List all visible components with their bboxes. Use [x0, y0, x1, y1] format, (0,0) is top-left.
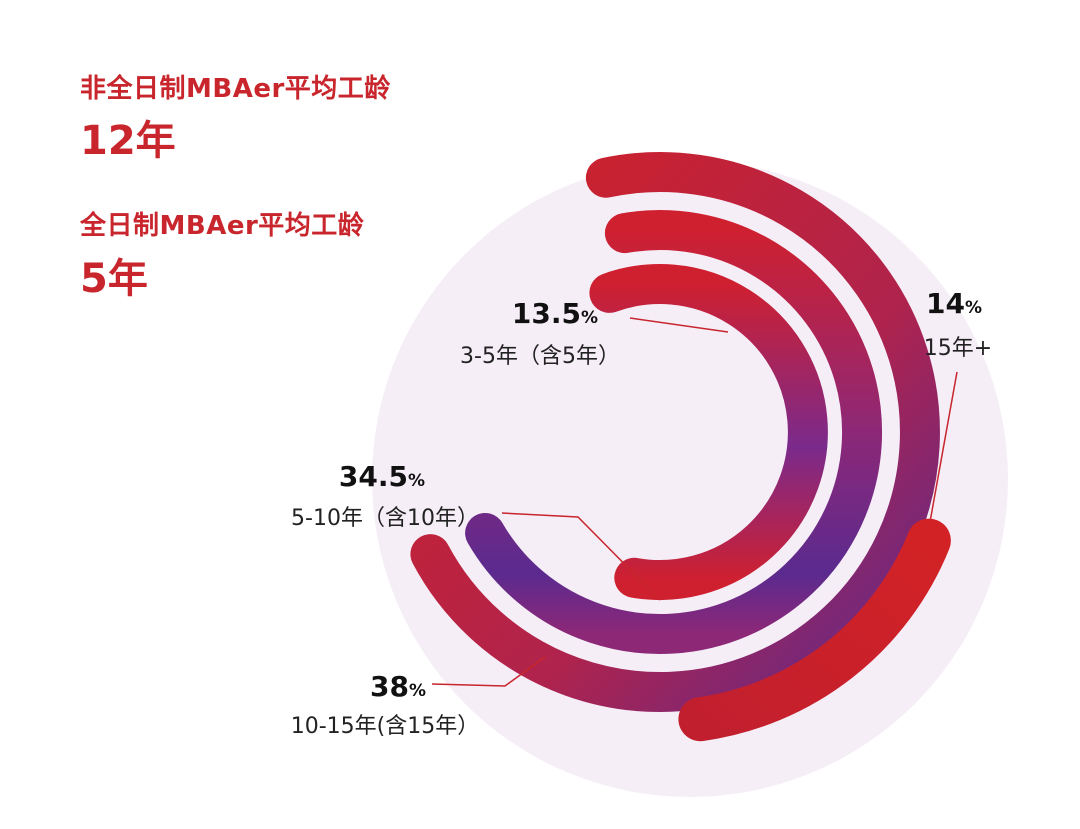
value-unit-1: % — [581, 308, 598, 328]
value-label-2: 34.5% — [339, 460, 425, 493]
category-label-4: 15年+ — [924, 336, 992, 361]
leader-line-2 — [501, 512, 661, 601]
value-unit-2: % — [408, 471, 425, 491]
value-unit-4: % — [965, 298, 982, 318]
parttime-avg-value: 12年 — [80, 118, 176, 164]
leader-line-1 — [629, 317, 729, 333]
leader-line-4 — [929, 371, 958, 523]
value-label-1: 13.5% — [512, 297, 598, 330]
parttime-avg-label: 非全日制MBAer平均工龄 — [80, 74, 391, 104]
fulltime-avg-value: 5年 — [80, 256, 148, 302]
arc-3 — [410, 152, 940, 713]
arc-4 — [678, 518, 951, 742]
value-unit-3: % — [409, 681, 426, 701]
arc-2 — [465, 210, 883, 655]
value-number-3: 38 — [370, 670, 409, 703]
value-number-1: 13.5 — [512, 297, 581, 330]
category-label-1: 3-5年（含5年） — [460, 344, 620, 369]
value-number-4: 14 — [926, 287, 965, 320]
value-label-4: 14% — [926, 287, 982, 320]
leader-line-3 — [431, 656, 546, 687]
category-label-3: 10-15年(含15年） — [291, 714, 480, 739]
value-number-2: 34.5 — [339, 460, 408, 493]
fulltime-avg-label: 全日制MBAer平均工龄 — [80, 211, 365, 241]
arc-1 — [589, 264, 828, 600]
value-label-3: 38% — [370, 670, 426, 703]
category-label-2: 5-10年（含10年） — [291, 506, 479, 531]
